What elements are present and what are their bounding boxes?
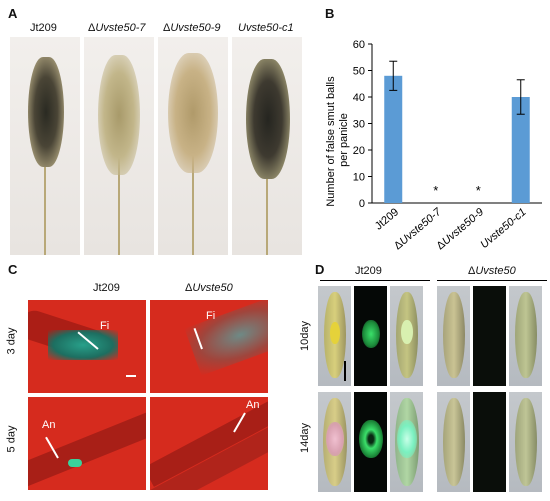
- panel-d-row-10day: 10day: [298, 321, 311, 351]
- seed-jt209-10day-bright: [318, 286, 351, 386]
- y-tick-label-0: 0: [359, 198, 365, 210]
- fluorescence-jt209-3day: Fi: [28, 300, 146, 393]
- x-tick-label-0: Jt209: [373, 206, 401, 232]
- seed-jt209-10day-fluor: [354, 286, 387, 386]
- seed-uvste50-10day-bright: [437, 286, 470, 386]
- panel-c-letter: C: [8, 262, 18, 277]
- y-tick-label-6: 60: [353, 39, 365, 51]
- fluorescence-uvste50-5day: An: [150, 397, 268, 490]
- arrow-label-fi-2: Fi: [206, 310, 216, 322]
- bar-chart: Number of false smut balls per panicle 0…: [325, 39, 542, 252]
- seed-uvste50-10day-merge: [509, 286, 542, 386]
- arrow-label-an-1: An: [42, 419, 56, 431]
- significance-mark-1: *: [433, 183, 438, 198]
- panel-d-group-jt209-line: [320, 280, 430, 281]
- fluorescence-jt209-5day: An: [28, 397, 146, 490]
- seed-jt209-10day-merge: [390, 286, 423, 386]
- y-tick-label-3: 30: [353, 119, 365, 131]
- y-tick-label-1: 10: [353, 172, 365, 184]
- panel-c-col-uvste50: ΔUvste50: [185, 282, 233, 294]
- panel-a-letter: A: [8, 6, 18, 21]
- bar-0: [384, 75, 403, 203]
- panicle-photo-uvste50-9: [158, 37, 228, 255]
- panel-c-row-5day: 5 day: [5, 425, 18, 453]
- y-tick-label-5: 50: [353, 66, 365, 78]
- panicle-photo-uvste50-c1: [232, 37, 302, 255]
- seed-uvste50-14day-fluor: [473, 392, 506, 492]
- seed-uvste50-14day-merge: [509, 392, 542, 492]
- panel-a-label-jt209: Jt209: [30, 22, 57, 34]
- arrow-label-fi-1: Fi: [100, 320, 110, 332]
- panel-c-col-jt209: Jt209: [93, 282, 120, 294]
- seed-jt209-14day-fluor: [354, 392, 387, 492]
- panel-a-label-uvste50-9: ΔUvste50-9: [163, 22, 221, 34]
- seed-jt209-14day-merge: [390, 392, 423, 492]
- panicle-photo-uvste50-7: [84, 37, 154, 255]
- panel-d-group-uvste50: ΔUvste50: [468, 265, 516, 277]
- chart-y-axis-label: Number of false smut balls per panicle: [325, 73, 350, 206]
- panel-d-group-uvste50-line: [437, 280, 547, 281]
- panel-b-letter: B: [325, 6, 335, 21]
- panicle-photo-jt209: [10, 37, 80, 255]
- seed-jt209-14day-bright: [318, 392, 351, 492]
- seed-uvste50-14day-bright: [437, 392, 470, 492]
- bar-3: [511, 97, 530, 203]
- panel-c-row-3day: 3 day: [5, 327, 18, 355]
- x-tick-label-2: ΔUvste50-9: [434, 206, 486, 252]
- x-tick-label-3: Uvste50-c1: [478, 206, 528, 251]
- y-tick-label-2: 20: [353, 145, 365, 157]
- arrow-label-an-2: An: [246, 399, 260, 411]
- fluorescence-uvste50-3day: Fi: [150, 300, 268, 393]
- panel-d-letter: D: [315, 262, 325, 277]
- significance-mark-2: *: [476, 183, 481, 198]
- panel-d-group-jt209: Jt209: [355, 265, 382, 277]
- panel-a-label-uvste50-c1: Uvste50-c1: [238, 22, 294, 34]
- panel-a-label-uvste50-7: ΔUvste50-7: [88, 22, 146, 34]
- y-tick-label-4: 40: [353, 92, 365, 104]
- panel-d-row-14day: 14day: [298, 423, 311, 453]
- seed-uvste50-10day-fluor: [473, 286, 506, 386]
